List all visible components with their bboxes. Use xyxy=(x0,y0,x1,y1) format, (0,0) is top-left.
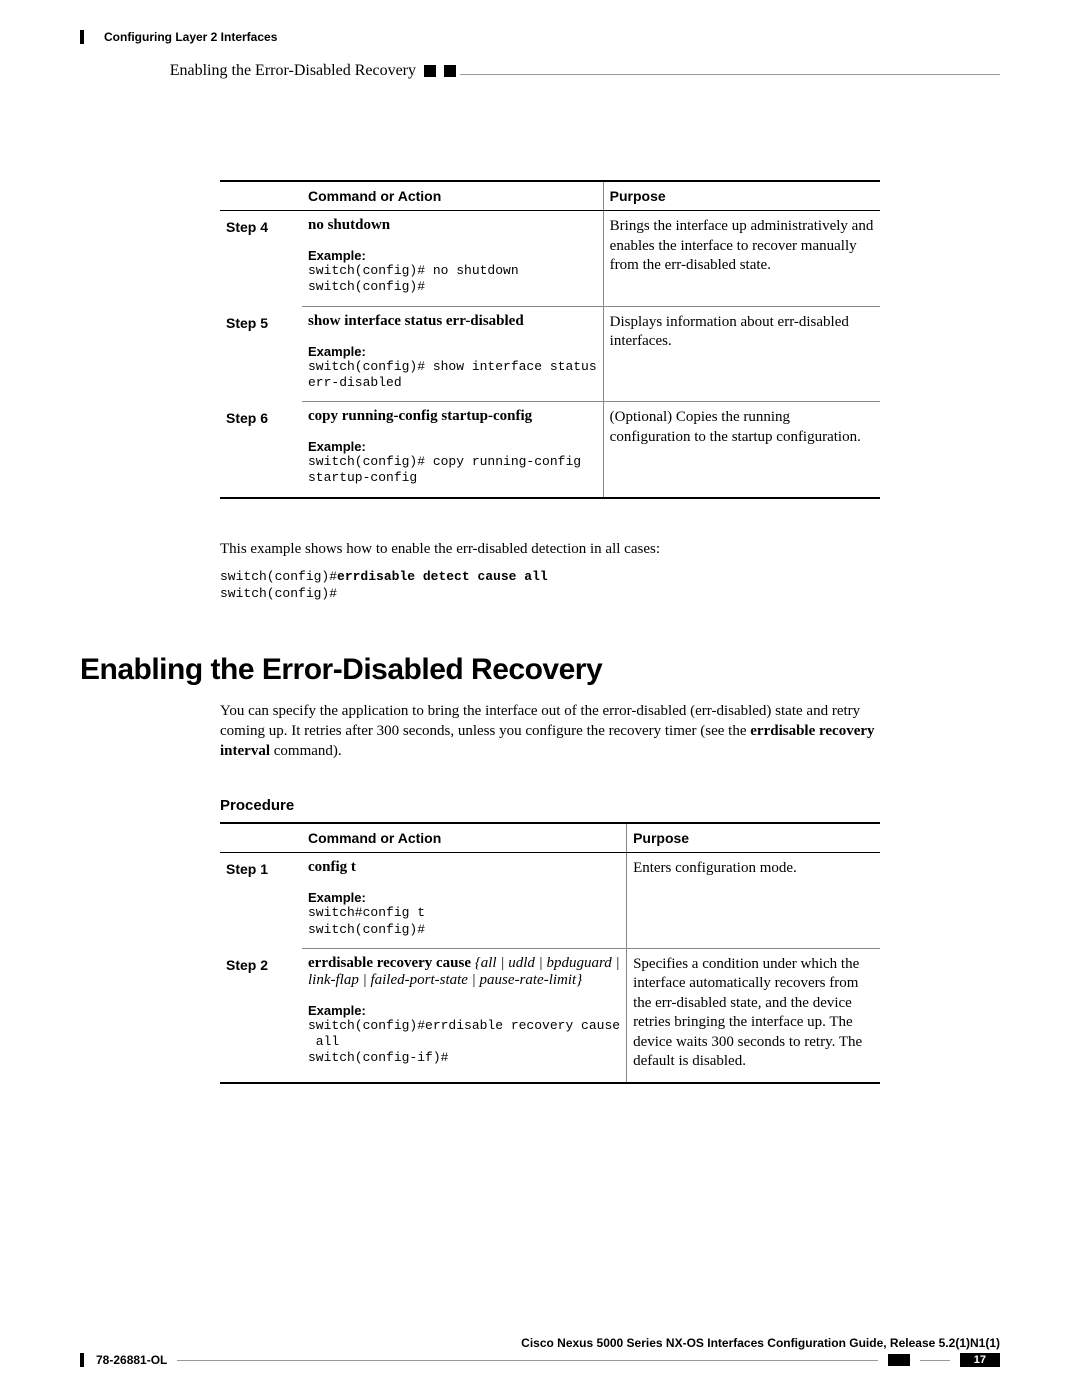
example-label: Example: xyxy=(308,439,597,454)
step-label: Step 1 xyxy=(220,853,302,949)
header-right-wrap: Enabling the Error-Disabled Recovery xyxy=(80,44,1000,80)
command-name: copy running-config startup-config xyxy=(308,408,597,425)
procedure-label: Procedure xyxy=(220,797,880,814)
code-prefix: switch(config)# xyxy=(220,569,337,584)
footer-bar-icon xyxy=(80,1353,84,1367)
example-label: Example: xyxy=(308,1003,620,1018)
command-cell: errdisable recovery cause {all | udld | … xyxy=(302,948,627,1083)
page-number: 17 xyxy=(960,1353,1000,1367)
purpose-cell: Specifies a condition under which the in… xyxy=(627,948,880,1083)
chapter-title: Configuring Layer 2 Interfaces xyxy=(104,30,277,44)
table-row: Step 6 copy running-config startup-confi… xyxy=(220,402,880,498)
para-text2: command). xyxy=(270,743,342,759)
command-name: no shutdown xyxy=(308,217,597,234)
footer-title: Cisco Nexus 5000 Series NX-OS Interfaces… xyxy=(80,1336,1000,1350)
body-paragraph: This example shows how to enable the err… xyxy=(220,539,880,559)
content: Command or Action Purpose Step 4 no shut… xyxy=(220,180,880,1084)
steps-table-1: Command or Action Purpose Step 4 no shut… xyxy=(220,180,880,499)
code-block: switch(config)#errdisable detect cause a… xyxy=(220,569,880,603)
table-header-row: Command or Action Purpose xyxy=(220,823,880,853)
step-label: Step 4 xyxy=(220,211,302,307)
table-row: Step 2 errdisable recovery cause {all | … xyxy=(220,948,880,1083)
section-title: Enabling the Error-Disabled Recovery xyxy=(170,62,416,80)
intro-paragraph: You can specify the application to bring… xyxy=(220,701,880,762)
code-bold: errdisable detect cause all xyxy=(337,569,548,584)
step-label: Step 5 xyxy=(220,306,302,402)
example-label: Example: xyxy=(308,248,597,263)
table-row: Step 1 config t Example: switch#config t… xyxy=(220,853,880,949)
th-purpose: Purpose xyxy=(627,823,880,853)
command-cell: copy running-config startup-config Examp… xyxy=(302,402,603,498)
command-cell: config t Example: switch#config t switch… xyxy=(302,853,627,949)
command-name: show interface status err-disabled xyxy=(308,313,597,330)
command-name: config t xyxy=(308,859,620,876)
example-label: Example: xyxy=(308,344,597,359)
footer-bar: 78-26881-OL 17 xyxy=(80,1353,1000,1367)
page-header: Configuring Layer 2 Interfaces xyxy=(80,30,1000,44)
cmd-bold: errdisable recovery cause xyxy=(308,955,475,971)
code-suffix: switch(config)# xyxy=(220,586,337,601)
th-command: Command or Action xyxy=(302,823,627,853)
purpose-cell: Enters configuration mode. xyxy=(627,853,880,949)
footer-midblock-icon xyxy=(888,1354,910,1366)
example-code: switch(config)# no shutdown switch(confi… xyxy=(308,263,597,296)
page-footer: Cisco Nexus 5000 Series NX-OS Interfaces… xyxy=(80,1336,1000,1367)
steps-table-2: Command or Action Purpose Step 1 config … xyxy=(220,822,880,1084)
purpose-cell: Brings the interface up administratively… xyxy=(603,211,880,307)
footer-rule-short xyxy=(920,1360,950,1361)
footer-rule xyxy=(177,1360,877,1361)
command-name: errdisable recovery cause {all | udld | … xyxy=(308,955,620,989)
th-purpose: Purpose xyxy=(603,181,880,211)
th-step xyxy=(220,181,302,211)
example-code: switch(config)#errdisable recovery cause… xyxy=(308,1018,620,1067)
command-cell: no shutdown Example: switch(config)# no … xyxy=(302,211,603,307)
table-header-row: Command or Action Purpose xyxy=(220,181,880,211)
header-rule xyxy=(460,74,1000,75)
purpose-cell: Displays information about err-disabled … xyxy=(603,306,880,402)
example-code: switch(config)# copy running-config star… xyxy=(308,454,597,487)
page: Configuring Layer 2 Interfaces Enabling … xyxy=(80,30,1000,1084)
purpose-cell: (Optional) Copies the running configurat… xyxy=(603,402,880,498)
th-step xyxy=(220,823,302,853)
command-cell: show interface status err-disabled Examp… xyxy=(302,306,603,402)
example-code: switch#config t switch(config)# xyxy=(308,905,620,938)
example-code: switch(config)# show interface status er… xyxy=(308,359,597,392)
square-solid-icon xyxy=(444,65,456,77)
header-right: Enabling the Error-Disabled Recovery xyxy=(170,62,456,80)
step-label: Step 2 xyxy=(220,948,302,1083)
square-icon xyxy=(424,65,436,77)
table-row: Step 5 show interface status err-disable… xyxy=(220,306,880,402)
step-label: Step 6 xyxy=(220,402,302,498)
example-label: Example: xyxy=(308,890,620,905)
section-heading: Enabling the Error-Disabled Recovery xyxy=(80,653,880,687)
table-row: Step 4 no shutdown Example: switch(confi… xyxy=(220,211,880,307)
header-left: Configuring Layer 2 Interfaces xyxy=(80,30,277,44)
doc-number: 78-26881-OL xyxy=(96,1353,167,1367)
header-bar-icon xyxy=(80,30,84,44)
th-command: Command or Action xyxy=(302,181,603,211)
